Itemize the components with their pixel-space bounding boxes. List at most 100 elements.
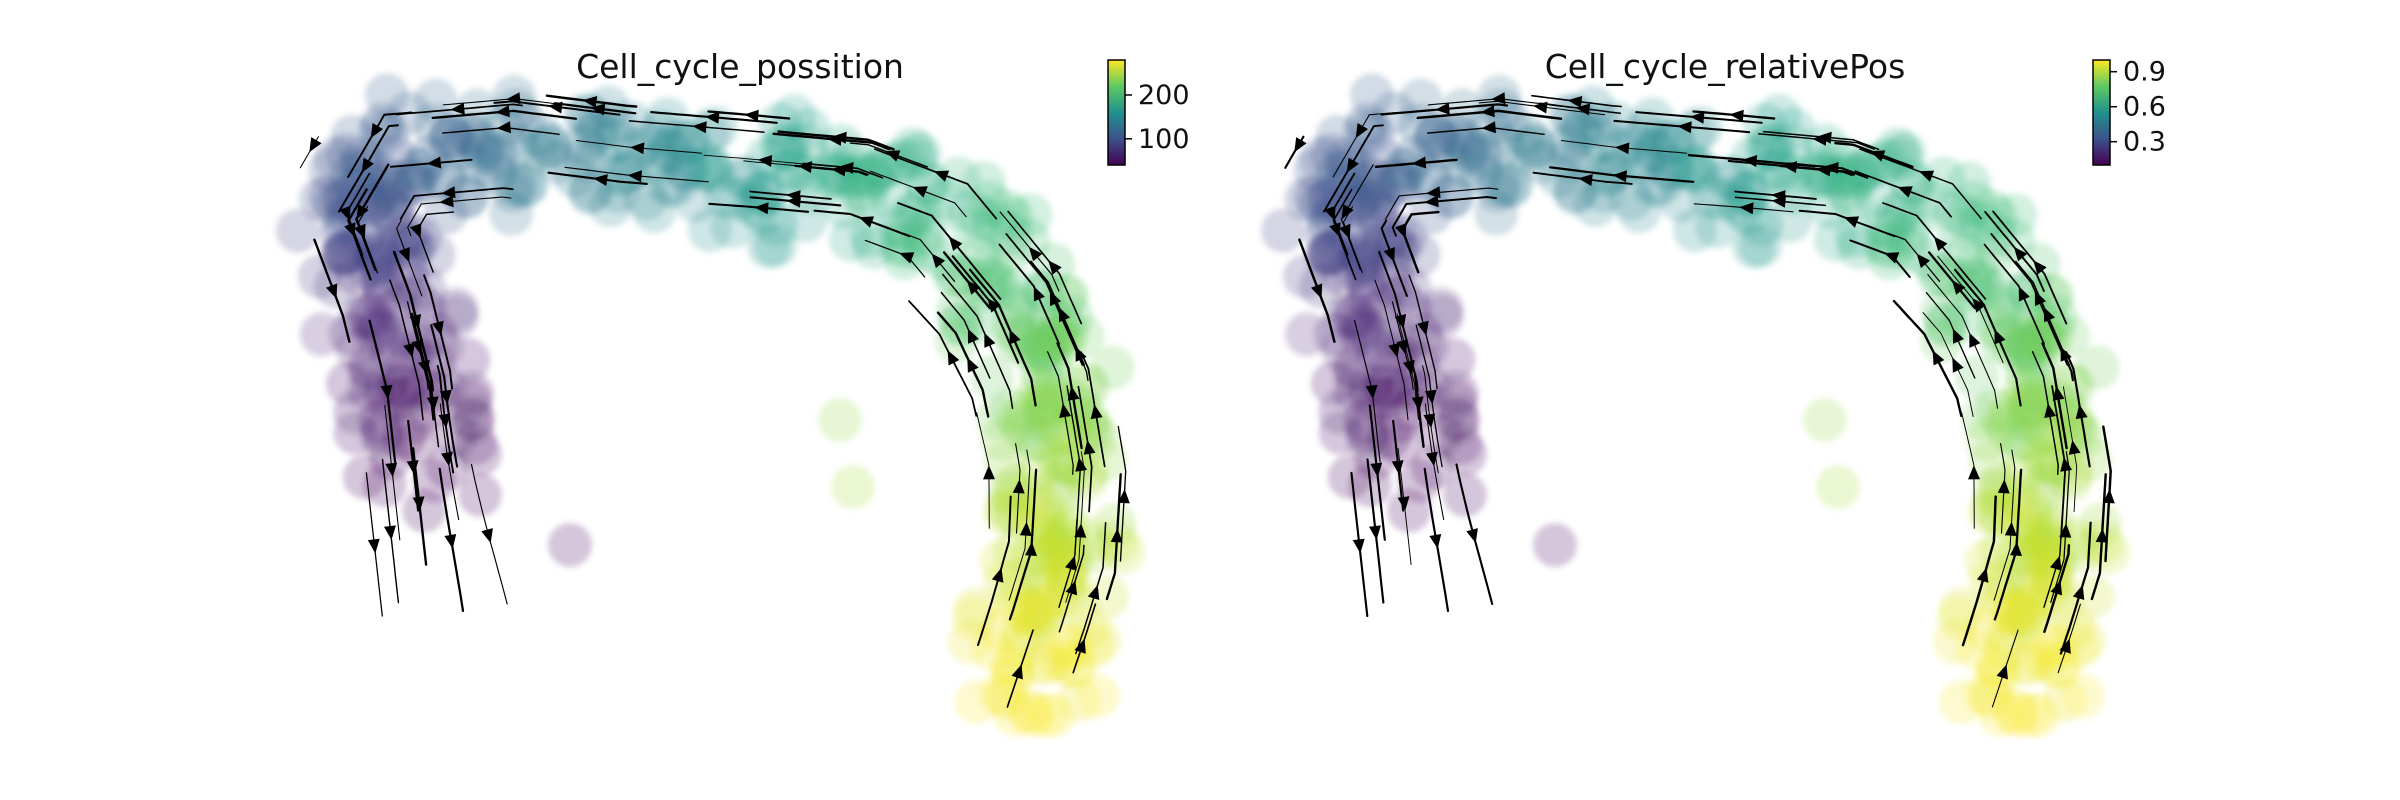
velocity-arrowhead [966,280,981,295]
velocity-arrowhead [1690,111,1705,124]
cell-point [1342,222,1387,267]
velocity-arrowhead [1932,350,1945,366]
panel-cell-cycle-relativepos: Cell_cycle_relativePos 0.3 0.6 0.9 [1261,47,2166,737]
velocity-arrowhead [1391,460,1404,475]
velocity-arrowhead [1009,329,1021,345]
velocity-arrowhead [1411,156,1427,169]
cell-point [1387,266,1432,311]
velocity-arrowhead [1110,528,1123,543]
cell-point [339,146,384,191]
cell-point [686,146,731,191]
velocity-arrowhead [593,174,608,186]
velocity-arrowhead [899,252,915,264]
cell-point [1995,693,2040,737]
cell-point [361,417,406,462]
velocity-arrowhead [1087,584,1100,600]
velocity-arrowhead [1533,101,1548,114]
velocity-arrowhead [1058,307,1070,323]
velocity-arrowhead [1612,170,1627,183]
velocity-arrowhead [832,131,847,144]
velocity-arrowhead [1074,523,1087,538]
velocity-arrowhead [1011,664,1023,680]
velocity-arrowhead [1824,162,1839,174]
cell-point [1503,129,1548,174]
cell-point [653,120,698,165]
velocity-arrowhead [983,465,995,480]
velocity-arrowhead [1480,105,1495,118]
velocity-arrowhead [948,236,963,252]
velocity-arrowhead [1065,580,1078,596]
cell-point [342,455,387,499]
cell-point [1285,312,1329,357]
velocity-arrowhead [1012,479,1025,494]
velocity-arrowhead [409,314,422,329]
cell-point [1042,274,1087,319]
velocity-arrowhead [1771,190,1786,202]
velocity-arrowhead [2004,521,2017,536]
cell-point [433,413,478,458]
velocity-arrowhead [1435,102,1450,115]
velocity-arrowhead [370,123,383,139]
velocity-arrowhead [1491,92,1506,105]
velocity-arrowhead [1677,121,1692,134]
velocity-arrowhead [1324,205,1336,221]
scatter-layer [276,73,1145,737]
velocity-arrowhead [1424,389,1437,405]
velocity-arrowhead [1968,465,1980,480]
velocity-arrowhead [984,332,996,348]
velocity-arrowhead [426,156,442,169]
velocity-arrowhead [947,350,960,366]
cell-point [1963,608,2008,653]
cell-point [1418,413,1463,458]
cell-point [493,161,538,206]
colorbar-tick-label: 0.6 [2123,92,2166,123]
velocity-arrowhead [1933,236,1948,252]
colorbar-gradient [1107,59,1126,166]
velocity-arrowhead [1028,246,1043,262]
colorbar-gradient [2092,59,2111,166]
velocity-arrowhead [2068,440,2081,455]
velocity-arrowhead [432,320,444,336]
velocity-arrowhead [481,528,493,544]
velocity-arrowhead [786,190,801,202]
velocity-arrowhead [1969,332,1981,348]
velocity-arrowhead [367,538,380,554]
velocity-arrowhead [361,157,374,173]
cell-point [1346,417,1391,462]
velocity-arrowhead [1117,489,1130,504]
colorbar-tick-label: 0.3 [2123,127,2166,158]
velocity-arrowhead [2010,541,2022,556]
velocity-arrowhead [2072,584,2085,600]
cell-point [954,680,999,725]
cell-point [361,308,406,352]
velocity-arrowhead [630,142,645,155]
velocity-arrowhead [987,298,1001,313]
velocity-arrowhead [1424,195,1439,208]
velocity-arrowhead [1294,137,1307,153]
velocity-arrowhead [2052,385,2065,401]
velocity-arrowhead [495,105,510,118]
velocity-arrowhead [1033,286,1045,302]
velocity-arrowhead [2050,555,2062,571]
velocity-arrowhead [2013,246,2028,262]
velocity-arrowhead [1742,155,1758,167]
velocity-arrowhead [1025,541,1037,556]
velocity-arrowhead [2059,638,2071,654]
velocity-arrowhead [1067,385,1080,401]
cell-point [400,147,444,191]
velocity-arrowhead [967,357,979,373]
cell-point [1889,160,1934,205]
velocity-arrowhead [582,96,598,108]
cell-point [754,202,799,247]
velocity-arrowhead [1383,247,1395,263]
cell-point [434,294,479,339]
velocity-arrowhead [1817,131,1832,144]
velocity-arrowhead [384,525,396,540]
velocity-arrowhead [1346,157,1359,173]
velocity-arrowhead [441,186,456,199]
cell-point [1816,465,1860,509]
velocity-arrowhead [627,170,642,183]
